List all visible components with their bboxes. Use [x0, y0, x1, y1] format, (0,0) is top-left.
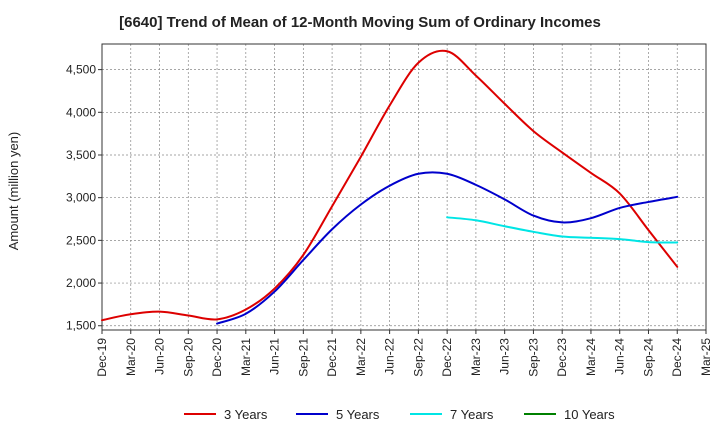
- legend-label-5-years: 5 Years: [336, 407, 380, 422]
- x-tick-label: Sep-24: [641, 338, 655, 377]
- y-axis: 1,500 2,000 2,500 3,000 3,500 4,000 4,500: [66, 63, 102, 333]
- y-tick-label: 2,000: [66, 276, 96, 290]
- y-tick-label: 4,000: [66, 105, 96, 119]
- x-tick-label: Sep-23: [526, 338, 540, 377]
- x-tick-label: Sep-20: [181, 338, 195, 377]
- legend-label-10-years: 10 Years: [564, 407, 615, 422]
- y-tick-label: 4,500: [66, 63, 96, 77]
- x-tick-label: Dec-22: [440, 338, 454, 377]
- series-line-3-years: [101, 49, 679, 322]
- x-tick-label: Sep-22: [411, 338, 425, 377]
- chart-title: [6640] Trend of Mean of 12-Month Moving …: [119, 14, 601, 31]
- x-tick-label: Jun-21: [268, 338, 282, 375]
- x-tick-label: Dec-21: [325, 338, 339, 377]
- x-tick-label: Jun-24: [613, 338, 627, 375]
- series-group: [101, 49, 679, 325]
- y-tick-label: 3,000: [66, 191, 96, 205]
- x-tick-label: Dec-19: [95, 338, 109, 377]
- x-tick-label: Mar-24: [584, 338, 598, 376]
- x-tick-label: Jun-23: [498, 338, 512, 375]
- x-tick-label: Mar-20: [124, 338, 138, 376]
- x-tick-label: Mar-21: [239, 338, 253, 376]
- x-tick-label: Dec-20: [210, 338, 224, 377]
- x-tick-label: Dec-23: [555, 338, 569, 377]
- legend-label-3-years: 3 Years: [224, 407, 268, 422]
- grid: [101, 44, 707, 330]
- x-axis: Dec-19 Mar-20 Jun-20 Sep-20 Dec-20 Mar-21 Jun-…: [95, 330, 713, 377]
- x-tick-label: Sep-21: [296, 338, 310, 377]
- y-axis-title: Amount (million yen): [6, 132, 21, 251]
- legend-label-7-years: 7 Years: [450, 407, 494, 422]
- y-tick-label: 2,500: [66, 233, 96, 247]
- y-tick-label: 1,500: [66, 319, 96, 333]
- series-line-7-years: [446, 216, 679, 244]
- legend: 3 Years 5 Years 7 Years 10 Years: [184, 407, 615, 422]
- series-line-5-years: [216, 171, 679, 325]
- x-tick-label: Mar-25: [699, 338, 713, 376]
- x-tick-label: Jun-20: [153, 338, 167, 375]
- x-tick-label: Mar-22: [354, 338, 368, 376]
- x-tick-label: Dec-24: [670, 338, 684, 377]
- x-tick-label: Mar-23: [469, 338, 483, 376]
- y-tick-label: 3,500: [66, 148, 96, 162]
- plot-area: [101, 43, 707, 331]
- x-tick-label: Jun-22: [383, 338, 397, 375]
